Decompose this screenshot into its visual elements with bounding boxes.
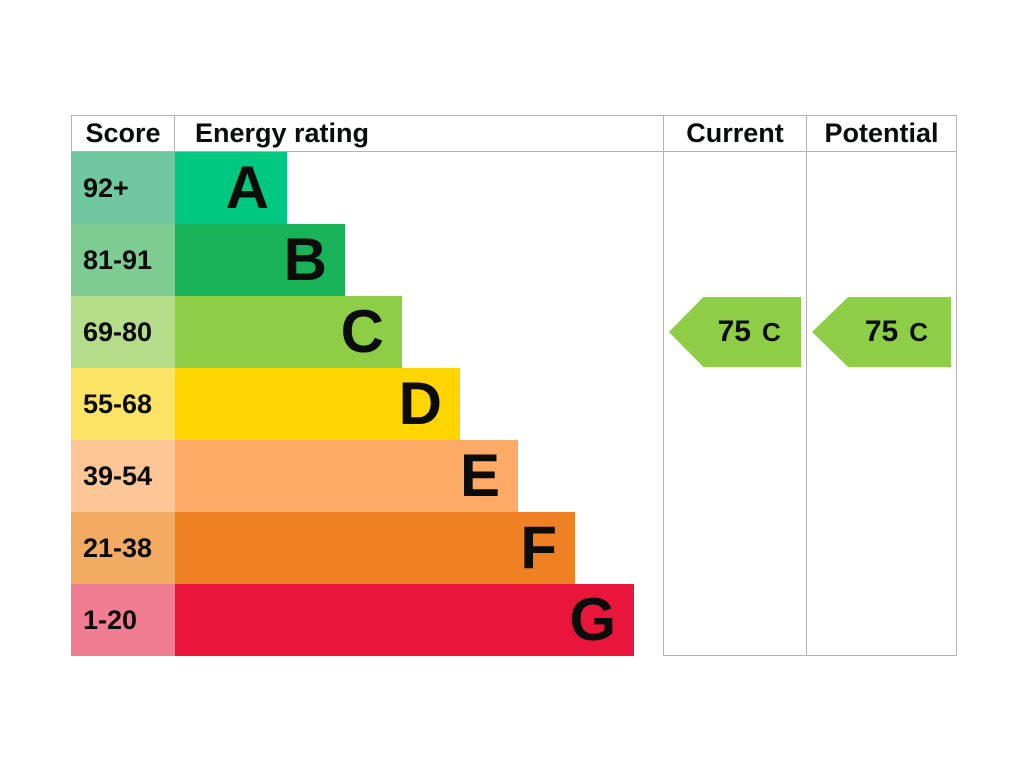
header-potential: Potential [806,115,957,152]
potential-score-value: 75 [864,315,899,348]
band-row-a: A [175,152,663,224]
band-row-c: C [175,296,663,368]
current-column: 75 C [663,152,806,656]
score-range-f: 21-38 [71,512,175,584]
score-range-g-label: 1-20 [83,604,138,635]
band-bar-a: A [175,152,287,224]
score-range-b: 81-91 [71,224,175,296]
header-energy-rating-label: Energy rating [195,118,370,148]
band-letter-a: A [225,154,269,221]
band-bar-e: E [175,440,518,512]
band-row-b: B [175,224,663,296]
score-range-a-label: 92+ [83,172,129,203]
band-bar-g: G [175,584,634,656]
band-row-e: E [175,440,663,512]
band-letter-b: B [283,226,327,293]
band-bar-d: D [175,368,460,440]
score-range-a: 92+ [71,152,175,224]
score-range-g: 1-20 [71,584,175,656]
band-letter-g: G [569,586,616,653]
header-energy-rating: Energy rating [175,115,663,152]
band-letter-d: D [398,370,442,437]
header-score: Score [71,115,175,152]
score-range-c: 69-80 [71,296,175,368]
potential-arrow: 75 C [812,297,951,367]
potential-column: 75 C [806,152,957,656]
header-current: Current [663,115,806,152]
current-arrow: 75 C [669,297,801,367]
score-range-b-label: 81-91 [83,244,153,275]
band-letter-c: C [340,298,384,365]
score-range-d-label: 55-68 [83,388,153,419]
band-row-f: F [175,512,663,584]
score-range-f-label: 21-38 [83,532,153,563]
header-score-label: Score [85,118,161,148]
header-potential-label: Potential [824,118,939,148]
band-letter-f: F [520,514,557,581]
current-band-letter: C [761,317,781,347]
score-range-c-label: 69-80 [83,316,153,347]
band-row-g: G [175,584,663,656]
header-current-label: Current [686,118,784,148]
current-score-value: 75 [717,315,751,348]
band-bar-b: B [175,224,345,296]
potential-band-letter: C [909,317,928,347]
band-row-d: D [175,368,663,440]
score-range-d: 55-68 [71,368,175,440]
score-range-e-label: 39-54 [83,460,153,491]
epc-table: Score Energy rating Current Potential 92… [71,115,957,656]
score-range-e: 39-54 [71,440,175,512]
band-letter-e: E [459,442,500,509]
band-bar-c: C [175,296,402,368]
band-bar-f: F [175,512,575,584]
